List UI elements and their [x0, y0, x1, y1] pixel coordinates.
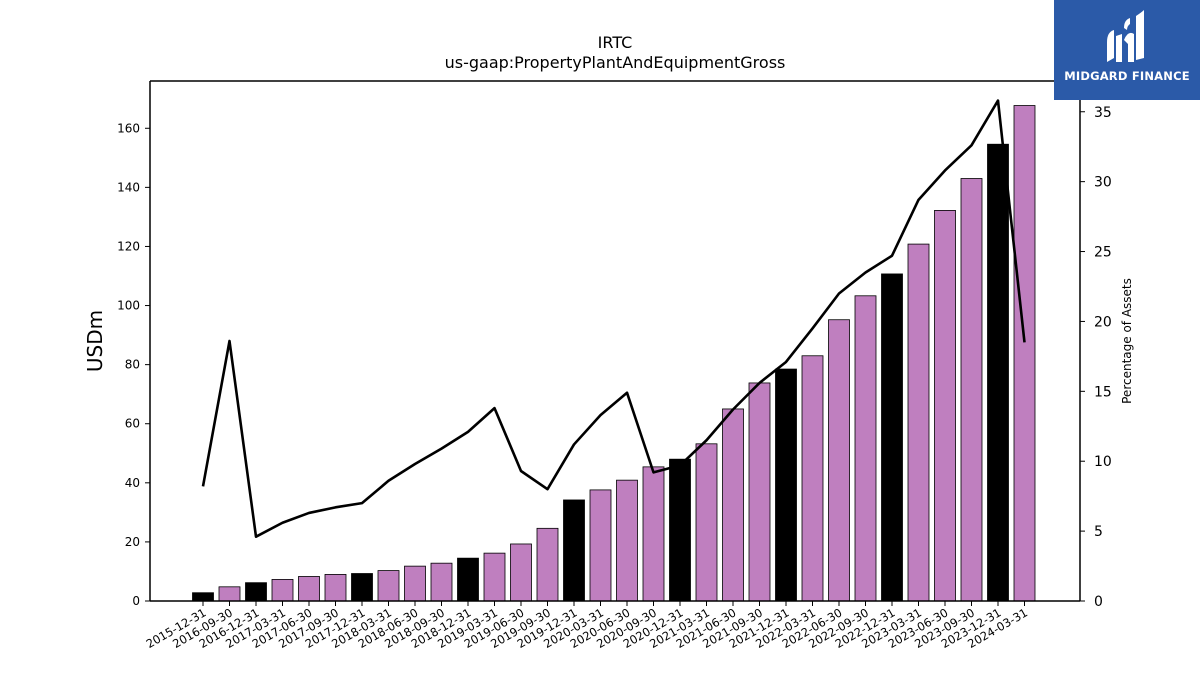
bar-2017-03-31	[271, 579, 294, 602]
x-axis-ticks: 2015-12-312016-09-302016-12-312017-03-31…	[144, 601, 1030, 651]
bar-2021-12-31	[775, 368, 797, 602]
y2-axis-label: Percentage of Assets	[1120, 278, 1134, 404]
y2-tick-label: 5	[1094, 524, 1103, 540]
bar-2023-03-31	[907, 243, 930, 602]
axes	[149, 80, 1081, 602]
bar-2016-12-31	[245, 582, 267, 602]
chart-title: IRTC	[598, 33, 633, 52]
bar-2020-09-30	[642, 466, 665, 602]
bar-2024-03-31	[1013, 105, 1036, 602]
bar-series	[192, 105, 1036, 602]
bar-2015-12-31	[192, 592, 214, 602]
bar-2022-06-30	[828, 319, 850, 602]
bar-2017-09-30	[324, 574, 347, 602]
bar-2021-09-30	[748, 382, 771, 602]
y-tick-label: 20	[125, 535, 140, 549]
brand-logo: MIDGARD FINANCE	[1054, 0, 1200, 100]
bar-2021-03-31	[695, 443, 718, 602]
bar-2022-12-31	[881, 273, 903, 602]
bar-2023-06-30	[934, 210, 956, 602]
y2-tick-label: 25	[1094, 245, 1112, 261]
y2-tick-label: 10	[1094, 454, 1112, 470]
y2-axis-ticks: 0 5 10 15 20 25 30 35	[1080, 105, 1112, 610]
bar-2019-09-30	[536, 527, 559, 602]
y-tick-label: 160	[117, 121, 140, 135]
bar-2023-09-30	[960, 178, 983, 602]
y-tick-label: 0	[132, 594, 140, 608]
bar-2020-06-30	[616, 479, 638, 602]
bar-2023-12-31	[987, 143, 1009, 602]
bar-2021-06-30	[722, 408, 744, 602]
y-tick-label: 100	[117, 299, 140, 313]
bar-2018-03-31	[377, 570, 400, 602]
y2-tick-label: 30	[1094, 175, 1112, 191]
y-tick-label: 140	[117, 180, 140, 194]
bar-2019-03-31	[483, 552, 506, 602]
logo-text: MIDGARD FINANCE	[1064, 69, 1190, 83]
y2-tick-label: 15	[1094, 384, 1112, 400]
y2-tick-label: 0	[1094, 594, 1103, 610]
bar-2019-06-30	[510, 543, 532, 602]
bar-2020-03-31	[589, 489, 612, 602]
bar-2022-09-30	[854, 295, 877, 602]
bar-2018-12-31	[457, 557, 479, 602]
bar-2017-06-30	[298, 576, 320, 602]
bar-2020-12-31	[669, 458, 691, 602]
y-tick-label: 80	[125, 358, 140, 372]
y-tick-label: 40	[125, 476, 140, 490]
logo-icon	[1107, 10, 1144, 62]
y-tick-label: 60	[125, 417, 140, 431]
line-series	[201, 99, 1026, 538]
bar-2017-12-31	[351, 573, 373, 602]
y2-tick-label: 20	[1094, 314, 1112, 330]
y-tick-label: 120	[117, 239, 140, 253]
y2-tick-label: 35	[1094, 105, 1112, 121]
chart-subtitle: us-gaap:PropertyPlantAndEquipmentGross	[445, 53, 786, 72]
percentage-line	[201, 99, 1026, 538]
bar-2018-09-30	[430, 562, 453, 602]
y-axis-ticks: 0 20 40 60 80 100 120 140 160	[117, 121, 150, 608]
y-axis-label: USDm	[83, 310, 107, 372]
bar-2022-03-31	[801, 355, 824, 602]
bar-2018-06-30	[404, 565, 426, 602]
bar-2019-12-31	[563, 499, 585, 602]
bar-2016-09-30	[218, 586, 241, 602]
